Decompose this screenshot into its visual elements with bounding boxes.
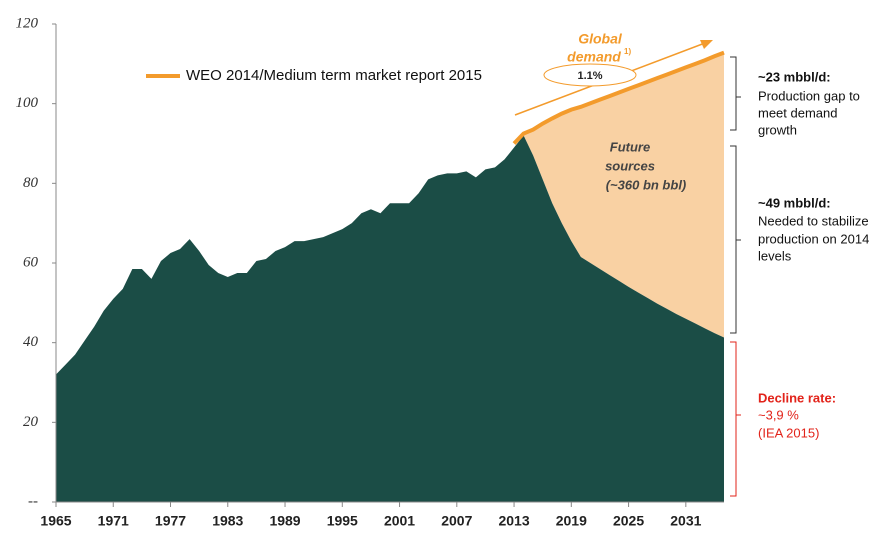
y-tick-label: 20 (23, 414, 39, 430)
demand-line (512, 50, 725, 145)
arrow-head (700, 40, 713, 49)
future-sources-area (523, 52, 724, 338)
x-tick-label: 2031 (670, 513, 701, 529)
annotation: levels (758, 248, 792, 263)
annotation: Needed to stabilize (758, 213, 869, 228)
bracket (730, 56, 741, 131)
plot: -- 20 40 60 80 100 120 1965 1971 1977 1983 1989 1995… (16, 15, 725, 529)
legend-label: WEO 2014/Medium term market report 2015 (186, 67, 482, 84)
x-tick-label: 1989 (269, 513, 300, 529)
bracket (730, 341, 741, 497)
x-tick-label: 2007 (441, 513, 472, 529)
annotation: Global (578, 31, 623, 47)
y-tick-label: 40 (23, 334, 39, 350)
annotation: ~49 mbbl/d: (758, 195, 831, 210)
x-tick-label: 2001 (384, 513, 415, 529)
annotation: demand (567, 49, 621, 65)
x-tick-label: 2013 (498, 513, 529, 529)
annotation-sup: 1) (624, 47, 631, 56)
annotation: sources (605, 158, 655, 173)
annotation: Decline rate: (758, 390, 836, 405)
y-tick-label: -- (28, 493, 38, 509)
x-tick-label: 2025 (613, 513, 644, 529)
production-area (56, 135, 724, 503)
annotation: (~360 bn bbl) (606, 177, 687, 192)
annotation: (IEA 2015) (758, 425, 819, 440)
rate-ellipse (543, 63, 637, 87)
annotation: production on 2014 (758, 231, 869, 246)
y-tick-label: 80 (23, 175, 39, 191)
annotation: ~23 mbbl/d: (758, 69, 831, 84)
x-tick-label: 1965 (40, 513, 71, 529)
annotation: Production gap to (758, 88, 860, 103)
y-tick-label: 100 (16, 95, 39, 111)
x-tick-label: 1983 (212, 513, 243, 529)
annotation: ~3,9 % (758, 407, 799, 422)
annotation: 1.1% (577, 70, 602, 82)
x-tick-label: 2019 (556, 513, 587, 529)
x-tick-label: 1971 (98, 513, 129, 529)
annotation: growth (758, 122, 797, 137)
y-tick-label: 120 (16, 15, 39, 31)
x-tick-label: 1995 (327, 513, 358, 529)
y-tick-label: 60 (23, 254, 39, 270)
annotation: meet demand (758, 105, 838, 120)
x-tick-label: 1977 (155, 513, 186, 529)
bracket (730, 145, 741, 334)
annotation: Future (610, 139, 650, 154)
